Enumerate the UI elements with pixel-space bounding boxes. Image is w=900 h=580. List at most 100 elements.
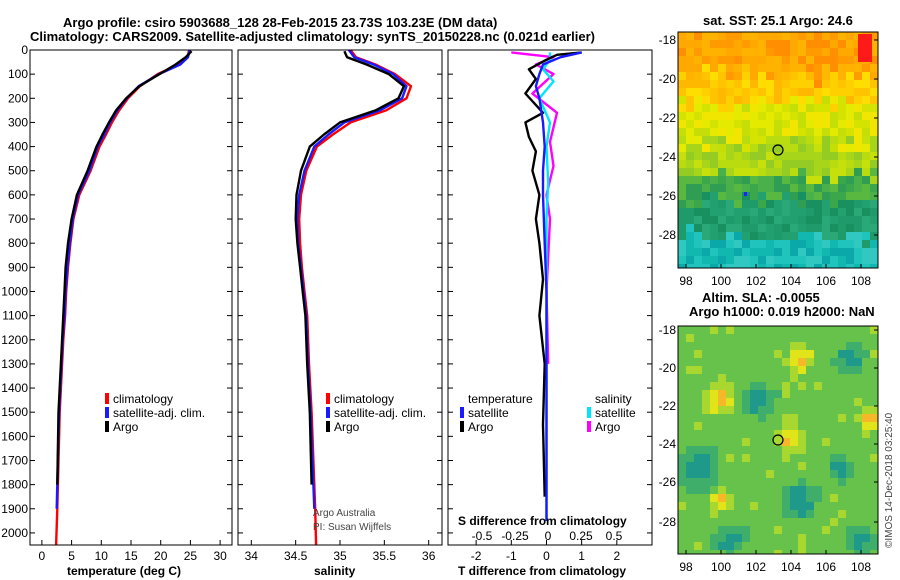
- sst-cell: [750, 48, 758, 56]
- sla-cell: [846, 462, 854, 470]
- sst-cell: [790, 256, 798, 264]
- sla-cell: [678, 542, 686, 550]
- salinity-xlabel: salinity: [314, 564, 356, 578]
- sla-cell: [862, 542, 870, 550]
- sst-cell: [822, 144, 830, 152]
- sst-cell: [702, 72, 710, 80]
- sst-cell: [854, 88, 862, 96]
- sla-cell: [742, 382, 750, 390]
- sst-cell: [766, 200, 774, 208]
- sst-cell: [718, 216, 726, 224]
- sla-cell: [806, 390, 814, 398]
- sla-cell: [710, 366, 718, 374]
- sst-cell: [734, 144, 742, 152]
- series-line-climatology: [298, 49, 413, 546]
- legend-climatology-swatch: [105, 393, 109, 404]
- sla-cell: [774, 478, 782, 486]
- sst-cell: [790, 104, 798, 112]
- sla-cell: [790, 502, 798, 510]
- sla-cell: [814, 382, 822, 390]
- sst-cell: [774, 112, 782, 120]
- sla-cell: [846, 486, 854, 494]
- sst-cell: [830, 40, 838, 48]
- sst-cell: [806, 136, 814, 144]
- sst-cell: [694, 56, 702, 64]
- sst-cell: [686, 208, 694, 216]
- sla-cell: [686, 454, 694, 462]
- sla-cell: [694, 374, 702, 382]
- sst-cell: [694, 200, 702, 208]
- sla-cell: [694, 390, 702, 398]
- sla-cell: [726, 334, 734, 342]
- sst-cell: [790, 152, 798, 160]
- sla-cell: [806, 454, 814, 462]
- sla-cell: [766, 366, 774, 374]
- sst-cell: [694, 48, 702, 56]
- map-y-tick-label: -22: [659, 399, 677, 413]
- sst-cell: [742, 56, 750, 64]
- sla-cell: [694, 366, 702, 374]
- sst-cell: [678, 64, 686, 72]
- sla-cell: [798, 366, 806, 374]
- sla-cell: [862, 550, 870, 554]
- sst-cell: [782, 256, 790, 264]
- sla-cell: [830, 390, 838, 398]
- sla-cell: [870, 398, 878, 406]
- sla-cell: [694, 334, 702, 342]
- series-line-argo: [294, 50, 406, 485]
- sst-cell: [718, 128, 726, 136]
- sst-cell: [750, 80, 758, 88]
- sst-cell: [750, 136, 758, 144]
- sst-cell: [806, 72, 814, 80]
- sla-cell: [830, 350, 838, 358]
- sst-cell: [774, 96, 782, 104]
- sst-cell: [790, 168, 798, 176]
- sla-cell: [854, 406, 862, 414]
- sst-cell: [686, 160, 694, 168]
- sst-cell: [718, 72, 726, 80]
- sst-cell: [822, 112, 830, 120]
- sla-cell: [702, 422, 710, 430]
- x-tick-label: 15: [124, 549, 138, 563]
- sst-cell: [686, 104, 694, 112]
- legend-argo-label: Argo: [468, 420, 494, 434]
- sst-cell: [694, 72, 702, 80]
- sla-cell: [862, 422, 870, 430]
- sla-cell: [750, 390, 758, 398]
- sla-cell: [782, 406, 790, 414]
- sla-cell: [806, 414, 814, 422]
- sst-cell: [750, 160, 758, 168]
- sst-cell: [686, 184, 694, 192]
- sla-cell: [830, 406, 838, 414]
- sst-cell: [854, 64, 862, 72]
- sst-cell: [790, 56, 798, 64]
- sst-cell: [774, 192, 782, 200]
- sst-cell: [862, 256, 870, 264]
- sst-cell: [766, 176, 774, 184]
- sla-cell: [694, 430, 702, 438]
- sst-cell: [790, 176, 798, 184]
- argo-position-marker: [772, 434, 784, 446]
- sst-cell: [830, 152, 838, 160]
- sst-cell: [766, 136, 774, 144]
- sst-cell: [678, 240, 686, 248]
- sla-cell: [742, 358, 750, 366]
- sst-cell: [766, 224, 774, 232]
- sst-cell: [678, 200, 686, 208]
- sst-cell: [758, 136, 766, 144]
- sla-cell: [870, 390, 878, 398]
- sla-cell: [854, 510, 862, 518]
- sla-cell: [686, 326, 694, 334]
- sla-cell: [694, 534, 702, 542]
- sla-cell: [718, 446, 726, 454]
- sla-cell: [686, 518, 694, 526]
- sla-cell: [846, 366, 854, 374]
- sla-cell: [822, 366, 830, 374]
- sla-cell: [726, 534, 734, 542]
- sst-cell: [782, 240, 790, 248]
- sla-cell: [710, 502, 718, 510]
- difference-axes-frame: [447, 49, 653, 546]
- sst-cell: [782, 152, 790, 160]
- sst-cell: [758, 256, 766, 264]
- sst-cell: [686, 136, 694, 144]
